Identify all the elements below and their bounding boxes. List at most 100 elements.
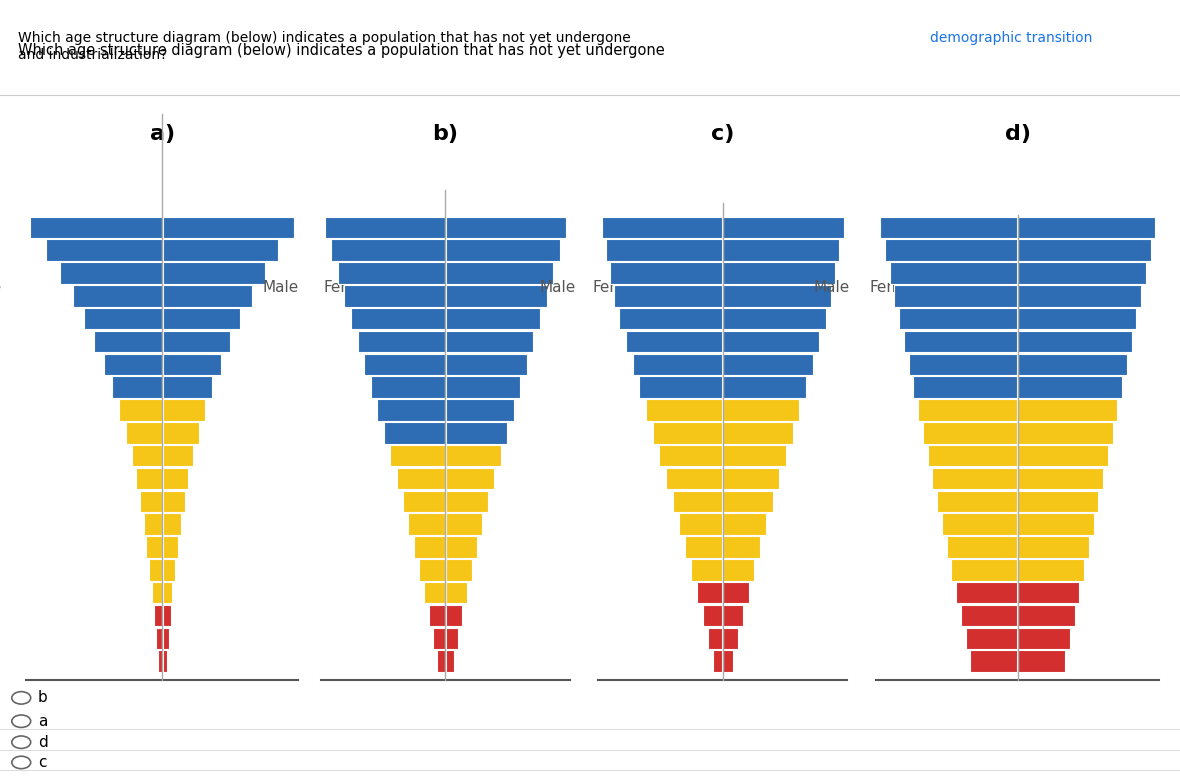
FancyBboxPatch shape [112, 377, 162, 398]
FancyBboxPatch shape [163, 491, 184, 512]
FancyBboxPatch shape [391, 445, 445, 467]
FancyBboxPatch shape [640, 377, 722, 398]
FancyBboxPatch shape [723, 399, 799, 421]
FancyBboxPatch shape [1018, 377, 1122, 398]
FancyBboxPatch shape [163, 650, 166, 672]
FancyBboxPatch shape [927, 445, 1017, 467]
Text: Which age structure diagram (below) indicates a population that has not yet unde: Which age structure diagram (below) indi… [18, 43, 669, 58]
FancyBboxPatch shape [723, 308, 826, 329]
FancyBboxPatch shape [713, 650, 722, 672]
FancyBboxPatch shape [324, 216, 445, 238]
FancyBboxPatch shape [396, 468, 445, 489]
Text: a: a [38, 713, 47, 729]
FancyBboxPatch shape [153, 605, 162, 626]
Text: demographic transition: demographic transition [930, 31, 1093, 45]
FancyBboxPatch shape [923, 422, 1017, 443]
FancyBboxPatch shape [446, 536, 477, 558]
FancyBboxPatch shape [144, 513, 162, 535]
FancyBboxPatch shape [937, 491, 1017, 512]
FancyBboxPatch shape [961, 605, 1017, 626]
FancyBboxPatch shape [602, 216, 722, 238]
FancyBboxPatch shape [1018, 353, 1127, 375]
FancyBboxPatch shape [620, 308, 722, 329]
FancyBboxPatch shape [350, 308, 445, 329]
FancyBboxPatch shape [158, 650, 162, 672]
FancyBboxPatch shape [438, 650, 445, 672]
Text: d: d [38, 734, 47, 750]
FancyBboxPatch shape [723, 468, 780, 489]
FancyBboxPatch shape [970, 650, 1017, 672]
FancyBboxPatch shape [723, 445, 786, 467]
Text: Male: Male [539, 280, 576, 296]
FancyBboxPatch shape [446, 240, 559, 261]
FancyBboxPatch shape [384, 422, 445, 443]
FancyBboxPatch shape [446, 422, 507, 443]
FancyBboxPatch shape [424, 582, 445, 604]
FancyBboxPatch shape [31, 216, 162, 238]
FancyBboxPatch shape [163, 308, 241, 329]
FancyBboxPatch shape [899, 308, 1017, 329]
FancyBboxPatch shape [446, 285, 546, 307]
FancyBboxPatch shape [163, 513, 181, 535]
FancyBboxPatch shape [446, 491, 489, 512]
FancyBboxPatch shape [446, 650, 453, 672]
FancyBboxPatch shape [723, 536, 760, 558]
FancyBboxPatch shape [946, 536, 1017, 558]
FancyBboxPatch shape [660, 445, 722, 467]
FancyBboxPatch shape [1018, 468, 1103, 489]
FancyBboxPatch shape [402, 491, 445, 512]
FancyBboxPatch shape [365, 353, 445, 375]
FancyBboxPatch shape [163, 559, 176, 580]
FancyBboxPatch shape [446, 353, 526, 375]
Text: d): d) [1004, 124, 1031, 145]
FancyBboxPatch shape [942, 513, 1017, 535]
Text: b: b [38, 690, 47, 706]
FancyBboxPatch shape [723, 559, 754, 580]
FancyBboxPatch shape [163, 216, 294, 238]
FancyBboxPatch shape [723, 513, 766, 535]
FancyBboxPatch shape [723, 422, 793, 443]
FancyBboxPatch shape [84, 308, 162, 329]
FancyBboxPatch shape [163, 240, 278, 261]
FancyBboxPatch shape [632, 353, 722, 375]
FancyBboxPatch shape [419, 559, 445, 580]
FancyBboxPatch shape [723, 240, 839, 261]
FancyBboxPatch shape [156, 628, 162, 649]
FancyBboxPatch shape [723, 262, 835, 284]
Text: Male: Male [0, 280, 1, 296]
FancyBboxPatch shape [723, 605, 742, 626]
FancyBboxPatch shape [703, 605, 722, 626]
FancyBboxPatch shape [446, 308, 540, 329]
FancyBboxPatch shape [697, 582, 722, 604]
Text: Female: Female [592, 280, 648, 296]
FancyBboxPatch shape [446, 445, 500, 467]
Text: c): c) [712, 124, 734, 145]
FancyBboxPatch shape [378, 399, 445, 421]
FancyBboxPatch shape [163, 536, 178, 558]
FancyBboxPatch shape [909, 353, 1017, 375]
FancyBboxPatch shape [951, 559, 1017, 580]
FancyBboxPatch shape [446, 399, 513, 421]
FancyBboxPatch shape [414, 536, 445, 558]
FancyBboxPatch shape [1018, 445, 1108, 467]
FancyBboxPatch shape [163, 422, 198, 443]
FancyBboxPatch shape [932, 468, 1017, 489]
FancyBboxPatch shape [46, 240, 162, 261]
FancyBboxPatch shape [332, 240, 445, 261]
FancyBboxPatch shape [1018, 422, 1113, 443]
FancyBboxPatch shape [358, 331, 445, 352]
FancyBboxPatch shape [446, 216, 566, 238]
FancyBboxPatch shape [446, 582, 467, 604]
Text: Female: Female [870, 280, 925, 296]
FancyBboxPatch shape [647, 399, 722, 421]
FancyBboxPatch shape [1018, 285, 1141, 307]
FancyBboxPatch shape [163, 331, 230, 352]
FancyBboxPatch shape [163, 353, 221, 375]
FancyBboxPatch shape [965, 628, 1017, 649]
FancyBboxPatch shape [913, 377, 1017, 398]
FancyBboxPatch shape [627, 331, 722, 352]
FancyBboxPatch shape [686, 536, 722, 558]
FancyBboxPatch shape [446, 605, 461, 626]
FancyBboxPatch shape [163, 285, 251, 307]
FancyBboxPatch shape [136, 468, 162, 489]
